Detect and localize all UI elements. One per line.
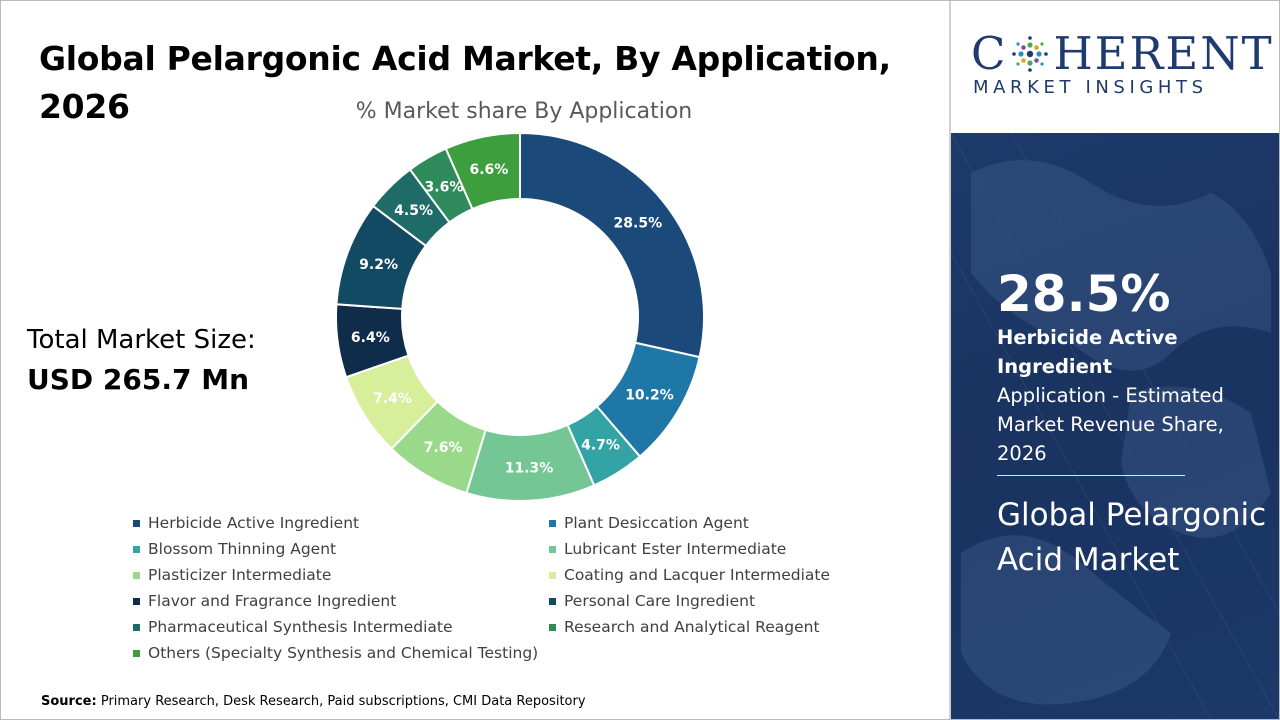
panel-divider xyxy=(949,1,951,719)
side-panel: C xyxy=(951,1,1279,719)
highlight-market-name: Global Pelargonic Acid Market xyxy=(997,497,1267,578)
legend-label: Coating and Lacquer Intermediate xyxy=(564,566,831,584)
logo-globe-icon xyxy=(1012,35,1049,72)
legend-swatch xyxy=(133,545,140,553)
logo-letters-herent: HERENT xyxy=(1053,27,1274,80)
legend-label: Lubricant Ester Intermediate xyxy=(564,540,787,558)
legend-swatch xyxy=(133,597,140,605)
highlight-share-value: 28.5% xyxy=(997,265,1171,323)
legend-item-5: Plasticizer Intermediate xyxy=(133,563,331,587)
source-note: Source: Primary Research, Desk Research,… xyxy=(41,694,586,709)
donut-data-label-9: 4.5% xyxy=(394,203,433,219)
legend-item-3: Blossom Thinning Agent xyxy=(133,537,336,561)
title-line-1: Global Pelargonic Acid Market, By Applic… xyxy=(39,39,891,78)
legend-label: Plasticizer Intermediate xyxy=(148,566,332,584)
donut-data-label-1: 28.5% xyxy=(614,216,663,232)
chart-title: % Market share By Application xyxy=(355,99,693,124)
donut-slice-1 xyxy=(519,131,705,359)
legend-item-4: Lubricant Ester Intermediate xyxy=(549,537,786,561)
donut-data-label-2: 10.2% xyxy=(625,388,674,404)
page-title: Global Pelargonic Acid Market, By Applic… xyxy=(39,35,919,131)
legend-swatch xyxy=(133,623,140,631)
legend-label: Research and Analytical Reagent xyxy=(564,618,820,636)
legend-swatch xyxy=(549,597,556,605)
logo-tagline: MARKET INSIGHTS xyxy=(973,77,1208,98)
logo-wordmark: C xyxy=(971,27,1274,80)
logo-letter-c: C xyxy=(971,27,1008,80)
source-text: Primary Research, Desk Research, Paid su… xyxy=(100,694,586,709)
legend-swatch xyxy=(549,623,556,631)
total-market-size-value: USD 265.7 Mn xyxy=(27,363,250,396)
source-label: Source: xyxy=(41,694,97,709)
legend-item-9: Pharmaceutical Synthesis Intermediate xyxy=(133,615,453,639)
donut-data-label-7: 6.4% xyxy=(351,330,390,346)
legend-swatch xyxy=(549,519,556,527)
legend-item-1: Herbicide Active Ingredient xyxy=(133,511,359,535)
logo: C xyxy=(951,1,1279,133)
legend-item-10: Research and Analytical Reagent xyxy=(549,615,820,639)
donut-chart: 28.5% 10.2% 4.7% 11.3% 7.6% 7.4% 6.4% 9.2% 4.5% 3… xyxy=(335,131,705,502)
legend-swatch xyxy=(549,571,556,579)
main-area: Global Pelargonic Acid Market, By Applic… xyxy=(1,1,949,719)
title-line-2: 2026 xyxy=(39,87,130,126)
highlight-segment-name: Herbicide Active Ingredient xyxy=(997,326,1178,378)
world-map-background xyxy=(951,133,1279,719)
legend-label: Flavor and Fragrance Ingredient xyxy=(148,592,397,610)
highlight-description: Application - Estimated Market Revenue S… xyxy=(997,384,1224,465)
legend-label: Blossom Thinning Agent xyxy=(148,540,337,558)
donut-data-label-11: 6.6% xyxy=(470,162,509,178)
donut-data-label-10: 3.6% xyxy=(425,180,464,196)
legend-swatch xyxy=(133,519,140,527)
donut-data-label-6: 7.4% xyxy=(373,391,412,407)
donut-data-label-3: 4.7% xyxy=(581,438,620,454)
legend-item-11: Others (Specialty Synthesis and Chemical… xyxy=(133,641,538,665)
legend-item-7: Flavor and Fragrance Ingredient xyxy=(133,589,396,613)
legend-swatch xyxy=(133,571,140,579)
legend-item-6: Coating and Lacquer Intermediate xyxy=(549,563,830,587)
highlight-divider xyxy=(997,475,1185,476)
legend-item-2: Plant Desiccation Agent xyxy=(549,511,749,535)
legend-swatch xyxy=(549,545,556,553)
donut-data-label-4: 11.3% xyxy=(505,461,554,477)
legend-label: Pharmaceutical Synthesis Intermediate xyxy=(148,618,453,636)
legend-label: Others (Specialty Synthesis and Chemical… xyxy=(148,644,539,662)
legend-label: Herbicide Active Ingredient xyxy=(148,514,360,532)
highlight-box: 28.5% Herbicide Active Ingredient Applic… xyxy=(951,133,1279,719)
total-market-size-label: Total Market Size: xyxy=(27,325,256,355)
legend-label: Plant Desiccation Agent xyxy=(564,514,749,532)
legend-item-8: Personal Care Ingredient xyxy=(549,589,755,613)
donut-data-label-8: 9.2% xyxy=(359,257,398,273)
donut-data-label-5: 7.6% xyxy=(424,440,463,456)
legend-label: Personal Care Ingredient xyxy=(564,592,756,610)
donut-slice-11 xyxy=(444,131,521,211)
legend-swatch xyxy=(133,649,140,657)
